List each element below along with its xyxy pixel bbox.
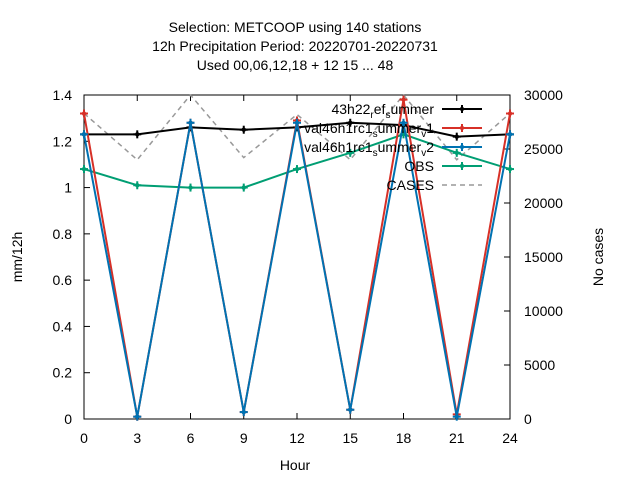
data-point [399,95,408,104]
data-point [133,181,142,190]
legend-label: val46h1rc1summerv1 [304,120,434,140]
y-tick-label: 0.6 [53,272,73,288]
chart-title-line-1: Selection: METCOOP using 140 stations [169,19,422,35]
data-point [80,165,88,174]
plot-area [83,94,511,420]
data-point [452,132,461,141]
data-point [506,130,514,139]
data-point [80,109,88,118]
data-point [346,118,355,127]
legend-label: CASES [387,177,434,193]
data-point [133,412,142,421]
y-tick-label: 1.4 [53,87,73,103]
x-tick-label: 12 [289,430,305,446]
x-tick-label: 0 [80,430,88,446]
y-tick-label: 1 [64,180,72,196]
data-point [133,130,142,139]
x-tick-label: 24 [502,430,518,446]
data-point [239,408,248,417]
data-point [452,148,461,157]
x-axis-label: Hour [280,457,311,473]
x-tick-label: 3 [133,430,141,446]
y2-tick-label: 30000 [524,87,563,103]
x-tick-label: 15 [342,430,358,446]
legend-label: OBS [404,158,434,174]
y2-tick-label: 10000 [524,303,563,319]
x-tick-label: 18 [396,430,412,446]
data-point [239,183,248,192]
legend-label: 43h22refsummer [331,101,434,121]
y-tick-label: 0.4 [53,318,73,334]
y-axis-label: mm/12h [9,232,25,283]
legend-marker [458,143,466,151]
legend-marker [458,162,466,170]
legend-label: val46h1rc1summerv2 [304,139,434,159]
y2-tick-label: 15000 [524,249,563,265]
data-point [399,118,408,127]
data-point [346,148,355,157]
chart-title-line-2: 12h Precipitation Period: 20220701-20220… [152,38,438,54]
x-tick-label: 6 [187,430,195,446]
y2-tick-label: 0 [524,411,532,427]
legend-marker [458,105,466,113]
data-point [506,109,514,118]
x-tick-label: 9 [240,430,248,446]
data-point [293,165,301,174]
y-tick-label: 0.8 [53,226,73,242]
y2-tick-label: 25000 [524,141,563,157]
y-tick-label: 1.2 [53,133,73,149]
series-line-3 [83,133,511,189]
data-point [293,118,301,127]
y-tick-label: 0 [64,411,72,427]
x-tick-label: 21 [449,430,465,446]
data-point [186,118,195,127]
data-point [506,165,514,174]
data-point [239,125,248,134]
chart-title: Selection: METCOOP using 140 stations 12… [152,19,438,73]
legend: 43h22refsummerval46h1rc1summerv1val46h1r… [304,101,482,193]
axes: 0 3 6 9 12 15 18 21 24 0 0.2 0.4 0.6 0.8 1 1.2 1.4 0 5000 1… [53,87,564,446]
y2-tick-label: 20000 [524,195,563,211]
series-line-4 [83,93,511,161]
data-point [80,130,88,139]
y-tick-label: 0.2 [53,365,73,381]
y2-axis-label: No cases [590,228,606,286]
data-point [186,183,195,192]
legend-marker [458,124,466,132]
data-point [346,405,355,414]
chart-title-line-3: Used 00,06,12,18 + 12 15 ... 48 [197,57,394,73]
y2-tick-label: 5000 [524,357,555,373]
data-point [452,412,461,421]
series-layer [80,93,514,421]
